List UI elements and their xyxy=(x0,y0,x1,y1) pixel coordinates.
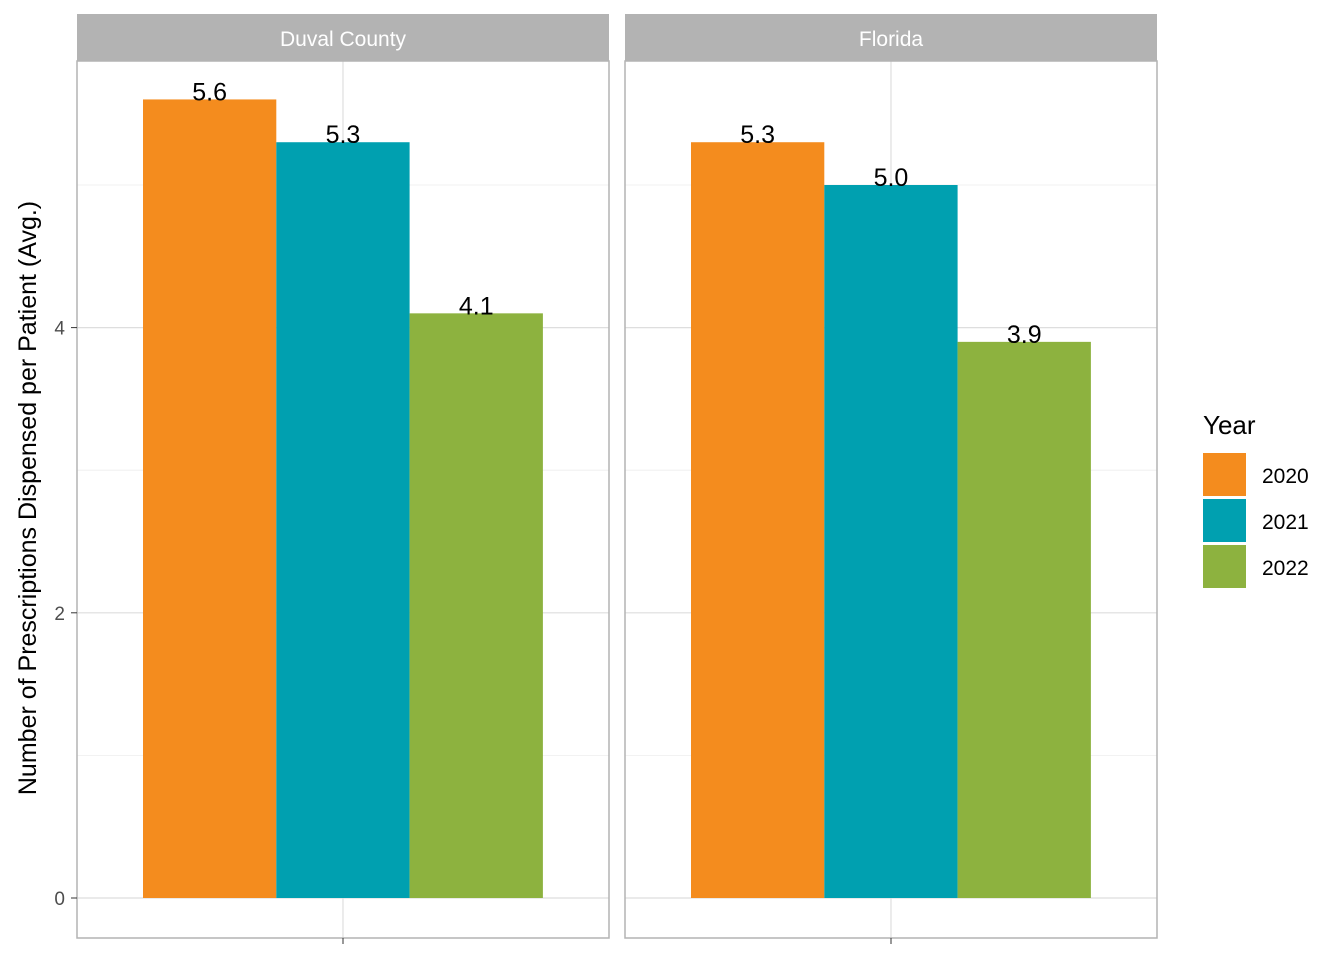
facet-strip xyxy=(625,14,1157,61)
y-tick-label: 4 xyxy=(54,319,65,340)
facet-strip-label: Florida xyxy=(859,28,924,51)
facet-panel: Duval County 5.6 5.3 4.1 xyxy=(76,14,610,944)
legend-label: 2021 xyxy=(1262,511,1309,534)
data-label: 4.1 xyxy=(459,292,494,320)
bar-2020 xyxy=(143,99,277,898)
facet-strip xyxy=(77,14,609,61)
y-axis-ticks: 0 2 4 xyxy=(54,319,77,910)
legend-items: 2020 2021 2022 xyxy=(1203,453,1309,588)
data-label: 5.3 xyxy=(740,121,775,149)
y-axis-title: Number of Prescriptions Dispensed per Pa… xyxy=(14,201,42,795)
legend-key-2022 xyxy=(1203,545,1246,588)
legend-label: 2020 xyxy=(1262,465,1309,488)
legend-key-2020 xyxy=(1203,453,1246,496)
legend-title: Year xyxy=(1203,410,1256,440)
bar-2022 xyxy=(409,313,543,899)
data-label: 5.3 xyxy=(326,121,361,149)
y-tick-label: 0 xyxy=(54,889,65,910)
y-tick-label: 2 xyxy=(54,604,65,625)
facet-panels: Duval County 5.6 5.3 4.1 Florida 5.3 5.0 3.9 xyxy=(76,14,1158,944)
data-label: 5.6 xyxy=(192,78,227,106)
legend-label: 2022 xyxy=(1262,557,1309,580)
data-label: 3.9 xyxy=(1007,321,1042,349)
data-label: 5.0 xyxy=(874,164,909,192)
facet-panel: Florida 5.3 5.0 3.9 xyxy=(624,14,1158,944)
bar-2020 xyxy=(691,142,825,899)
bar-2022 xyxy=(957,341,1091,898)
bar-2021 xyxy=(824,185,958,898)
bar-2021 xyxy=(276,142,410,899)
legend-key-2021 xyxy=(1203,499,1246,542)
legend: Year 2020 2021 2022 xyxy=(1203,410,1309,588)
facet-strip-label: Duval County xyxy=(280,28,407,51)
